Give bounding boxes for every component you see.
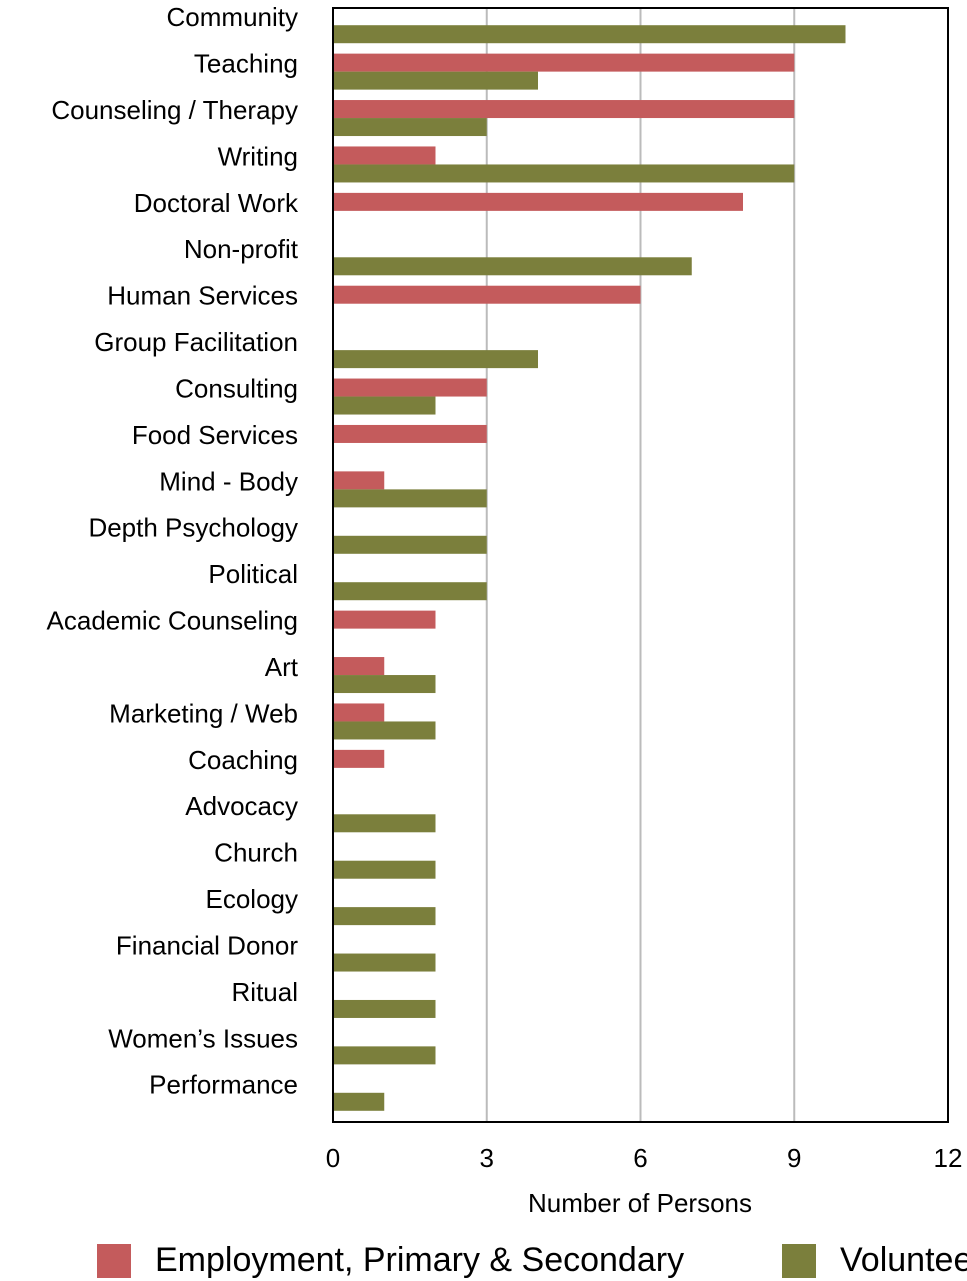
y-tick-label: Women’s Issues bbox=[108, 1023, 298, 1053]
y-tick-label: Human Services bbox=[107, 281, 298, 311]
x-tick-label: 6 bbox=[633, 1143, 647, 1173]
y-tick-label: Counseling / Therapy bbox=[51, 95, 298, 125]
y-tick-label: Performance bbox=[149, 1070, 298, 1100]
y-tick-label: Group Facilitation bbox=[94, 327, 298, 357]
x-tick-label: 0 bbox=[326, 1143, 340, 1173]
x-tick-label: 12 bbox=[934, 1143, 963, 1173]
y-tick-label: Academic Counseling bbox=[47, 606, 298, 636]
x-tick-label: 9 bbox=[787, 1143, 801, 1173]
bar bbox=[333, 999, 436, 1018]
y-tick-label: Political bbox=[208, 559, 298, 589]
bar bbox=[333, 582, 487, 601]
bar bbox=[333, 396, 436, 415]
bar bbox=[333, 860, 436, 879]
bar bbox=[333, 100, 795, 119]
y-tick-label: Consulting bbox=[175, 373, 298, 403]
bar bbox=[333, 257, 692, 276]
bar bbox=[333, 489, 487, 508]
bar bbox=[333, 118, 487, 137]
bar bbox=[333, 657, 385, 676]
bar bbox=[333, 350, 538, 369]
bar bbox=[333, 378, 487, 397]
legend-label: Employment, Primary & Secondary bbox=[155, 1241, 684, 1279]
bar bbox=[333, 610, 436, 629]
bar bbox=[333, 721, 436, 740]
y-tick-label: Coaching bbox=[188, 745, 298, 775]
bar bbox=[333, 675, 436, 694]
bar bbox=[333, 907, 436, 926]
bar bbox=[333, 146, 436, 165]
bar bbox=[333, 814, 436, 833]
legend-swatch bbox=[782, 1244, 816, 1278]
y-tick-label: Depth Psychology bbox=[88, 513, 298, 543]
y-tick-label: Marketing / Web bbox=[109, 698, 298, 728]
bar bbox=[333, 424, 487, 443]
plot-frame bbox=[332, 7, 949, 1123]
y-tick-label: Writing bbox=[218, 141, 298, 171]
bar bbox=[333, 164, 795, 183]
y-tick-label: Community bbox=[167, 2, 298, 32]
y-tick-label: Ritual bbox=[232, 977, 298, 1007]
bar bbox=[333, 71, 538, 90]
bar bbox=[333, 703, 385, 722]
bar bbox=[333, 285, 641, 304]
x-axis-label: Number of Persons bbox=[528, 1188, 752, 1218]
y-tick-label: Church bbox=[214, 838, 298, 868]
bar bbox=[333, 1092, 385, 1111]
bar bbox=[333, 1046, 436, 1065]
y-tick-label: Doctoral Work bbox=[134, 188, 299, 218]
legend-label: Volunteer bbox=[840, 1241, 967, 1279]
bar bbox=[333, 25, 846, 44]
bar bbox=[333, 749, 385, 768]
y-tick-label: Financial Donor bbox=[116, 930, 298, 960]
bar bbox=[333, 53, 795, 72]
y-tick-label: Teaching bbox=[194, 49, 298, 79]
y-tick-label: Advocacy bbox=[185, 791, 298, 821]
bar bbox=[333, 471, 385, 490]
bar bbox=[333, 953, 436, 972]
y-tick-label: Art bbox=[265, 652, 299, 682]
x-tick-label: 3 bbox=[480, 1143, 494, 1173]
y-tick-label: Ecology bbox=[206, 884, 299, 914]
y-tick-label: Non-profit bbox=[184, 234, 299, 264]
y-tick-label: Food Services bbox=[132, 420, 298, 450]
bar bbox=[333, 535, 487, 554]
bar bbox=[333, 192, 743, 211]
y-tick-label: Mind - Body bbox=[159, 466, 298, 496]
legend-swatch bbox=[97, 1244, 131, 1278]
